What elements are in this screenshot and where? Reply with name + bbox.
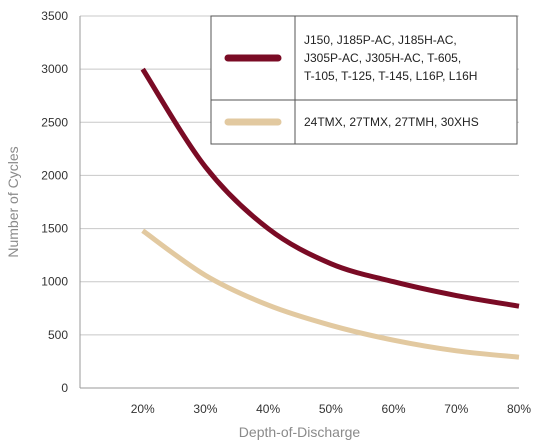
x-tick-label: 40% <box>256 402 280 416</box>
y-tick-label: 0 <box>61 381 68 395</box>
legend: J150, J185P-AC, J185H-AC, J305P-AC, J305H… <box>210 15 518 145</box>
x-axis-title: Depth-of-Discharge <box>239 424 361 440</box>
y-tick-label: 1000 <box>41 275 68 289</box>
x-tick-label: 60% <box>382 402 406 416</box>
y-tick-label: 2000 <box>41 168 68 182</box>
x-tick-label: 50% <box>319 402 343 416</box>
legend-label-1: T-105, T-125, T-145, L16P, L16H <box>304 69 477 83</box>
x-tick-label: 20% <box>131 402 155 416</box>
legend-label-1: J150, J185P-AC, J185H-AC, <box>304 33 457 47</box>
y-tick-label: 3000 <box>41 62 68 76</box>
y-tick-label: 3500 <box>41 9 68 23</box>
x-axis-ticks: 20% 30% 40% 50% 60% 70% 80% <box>131 402 532 416</box>
series-line-2 <box>141 228 520 360</box>
x-tick-label: 80% <box>507 402 531 416</box>
x-tick-label: 70% <box>444 402 468 416</box>
y-tick-label: 500 <box>48 328 68 342</box>
axes <box>79 16 519 389</box>
y-axis-ticks: 0 500 1000 1500 2000 2500 3000 3500 <box>41 9 68 395</box>
y-tick-label: 1500 <box>41 222 68 236</box>
legend-label-1: J305P-AC, J305H-AC, T-605, <box>304 51 461 65</box>
y-tick-label: 2500 <box>41 115 68 129</box>
x-tick-label: 30% <box>193 402 217 416</box>
legend-label-2: 24TMX, 27TMX, 27TMH, 30XHS <box>304 115 479 129</box>
series-lines <box>140 67 520 360</box>
series-line-1 <box>140 67 520 309</box>
y-axis-title: Number of Cycles <box>5 146 21 257</box>
